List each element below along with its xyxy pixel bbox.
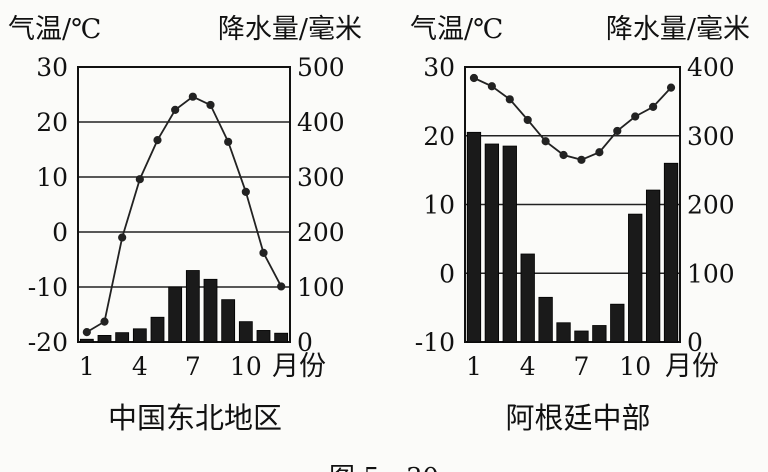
precipitation-bar	[484, 143, 500, 343]
month-tick-label: 10	[619, 352, 651, 381]
temperature-point	[523, 115, 532, 125]
temperature-point	[224, 137, 233, 146]
precipitation-tick-label: 100	[297, 273, 345, 302]
month-tick-label: 4	[132, 352, 148, 381]
month-tick-label: 4	[520, 352, 536, 381]
temperature-tick-label: 10	[36, 163, 68, 192]
temperature-point	[649, 102, 658, 111]
x-axis-unit-label: 月份	[272, 351, 326, 382]
precipitation-tick-label: 200	[297, 218, 345, 247]
precipitation-bar	[132, 328, 147, 343]
precipitation-bar	[97, 334, 112, 343]
temperature-point	[631, 112, 640, 121]
precipitation-bar	[238, 321, 253, 343]
precipitation-tick-label: 0	[297, 328, 313, 357]
month-tick-label: 1	[79, 352, 95, 381]
temperature-tick-label: 30	[36, 53, 68, 82]
precipitation-tick-label: 300	[297, 163, 345, 192]
precipitation-bar	[502, 145, 517, 343]
temperature-tick-label: 20	[36, 108, 68, 137]
chart-title: 阿根廷中部	[505, 401, 650, 435]
temperature-point	[505, 95, 514, 104]
temperature-point	[153, 136, 162, 145]
temperature-tick-label: -20	[28, 328, 68, 357]
temperature-point	[100, 317, 109, 326]
precipitation-bar	[592, 325, 607, 343]
precipitation-bar	[79, 338, 94, 343]
temperature-axis-label: 气温/℃	[8, 14, 101, 45]
precipitation-bar	[115, 332, 130, 343]
precipitation-bar	[256, 330, 271, 343]
figure-caption: 图 5－30	[329, 463, 439, 472]
precipitation-bar	[466, 131, 482, 343]
precipitation-tick-label: 500	[297, 53, 345, 82]
precipitation-bar	[556, 322, 571, 343]
plot-frame	[77, 66, 291, 343]
month-tick-label: 7	[185, 352, 201, 381]
temperature-line	[86, 95, 282, 333]
precipitation-bar	[574, 330, 589, 343]
temperature-point	[118, 233, 127, 242]
x-axis-unit-label: 月份	[665, 351, 719, 382]
temperature-point	[666, 83, 676, 92]
precipitation-bar	[610, 303, 625, 343]
temperature-point	[277, 282, 286, 291]
precipitation-bar	[663, 162, 679, 343]
precipitation-tick-label: 400	[297, 108, 345, 137]
precipitation-bar	[274, 332, 289, 343]
temperature-tick-label: -10	[28, 273, 68, 302]
temperature-point	[82, 328, 91, 337]
precipitation-bar	[150, 316, 165, 343]
temperature-point	[559, 150, 568, 160]
precipitation-bar	[538, 296, 553, 343]
precipitation-bar	[645, 189, 661, 343]
precipitation-axis-label: 降水量/毫米	[218, 14, 362, 45]
month-tick-label: 7	[574, 352, 590, 381]
temperature-tick-label: -10	[415, 328, 455, 357]
temperature-point	[259, 248, 268, 257]
temperature-point	[613, 126, 622, 136]
precipitation-tick-label: 300	[687, 122, 735, 151]
temperature-point	[206, 100, 215, 110]
precipitation-bar	[203, 278, 218, 343]
temperature-tick-label: 10	[423, 191, 455, 220]
precipitation-bar	[221, 299, 236, 343]
temperature-tick-label: 0	[52, 218, 68, 247]
month-tick-label: 10	[230, 352, 262, 381]
precipitation-bar	[168, 286, 183, 343]
temperature-tick-label: 0	[439, 259, 455, 288]
temperature-point	[188, 92, 197, 101]
precipitation-tick-label: 0	[687, 328, 703, 357]
month-tick-label: 1	[466, 352, 482, 381]
temperature-point	[171, 105, 180, 115]
temperature-point	[577, 155, 586, 164]
temperature-point	[135, 175, 144, 184]
precipitation-bar	[185, 270, 200, 343]
temperature-point	[595, 148, 604, 157]
temperature-point	[487, 82, 496, 91]
precipitation-bar	[520, 253, 535, 343]
plot-frame	[464, 66, 681, 343]
precipitation-tick-label: 400	[687, 53, 735, 82]
temperature-axis-label: 气温/℃	[410, 14, 503, 45]
temperature-tick-label: 30	[423, 53, 455, 82]
precipitation-tick-label: 200	[687, 191, 735, 220]
precipitation-tick-label: 100	[687, 259, 735, 288]
temperature-point	[541, 137, 550, 146]
precipitation-bar	[628, 213, 643, 343]
temperature-point	[241, 187, 250, 196]
temperature-point	[469, 73, 479, 83]
precipitation-axis-label: 降水量/毫米	[606, 14, 750, 45]
chart-title: 中国东北地区	[108, 401, 282, 435]
temperature-tick-label: 20	[423, 122, 455, 151]
